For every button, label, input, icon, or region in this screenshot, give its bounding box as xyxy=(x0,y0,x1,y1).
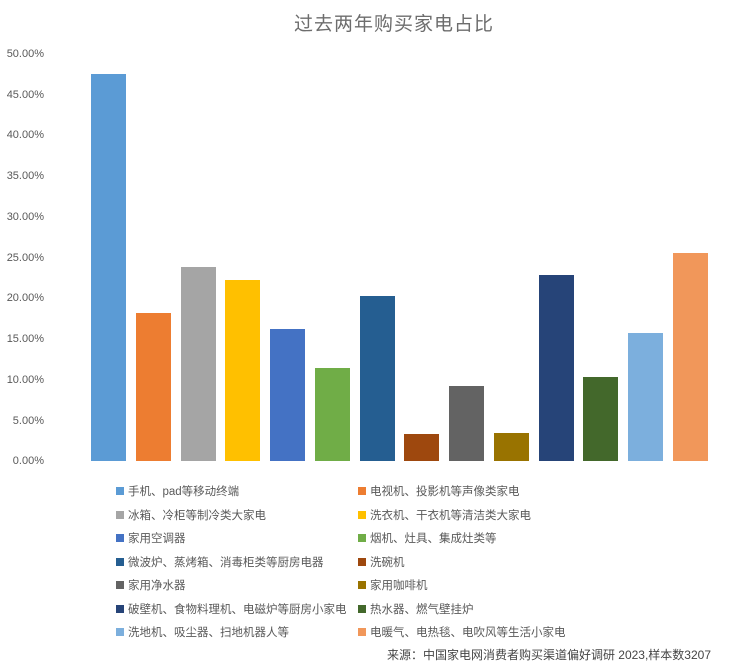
legend-label: 洗地机、吸尘器、扫地机器人等 xyxy=(128,627,289,639)
legend-label: 家用咖啡机 xyxy=(370,580,428,592)
source-note: 来源：中国家电网消费者购买渠道偏好调研 2023,样本数3207 xyxy=(386,648,711,662)
chart-title: 过去两年购买家电占比 xyxy=(293,14,494,35)
y-axis-tick-label: 40.00% xyxy=(6,129,44,142)
y-axis-tick-label: 25.00% xyxy=(6,251,44,264)
legend-marker xyxy=(358,534,366,542)
bar xyxy=(583,376,618,462)
bar xyxy=(404,434,439,462)
legend-label: 洗衣机、干衣机等清洁类大家电 xyxy=(370,509,531,522)
legend-item: 电视机、投影机等声像类家电 xyxy=(358,484,520,498)
legend-label: 家用空调器 xyxy=(128,533,186,545)
legend-marker xyxy=(358,628,366,636)
legend-label: 洗碗机 xyxy=(370,556,405,569)
y-axis-tick-label: 20.00% xyxy=(6,292,44,305)
bar xyxy=(315,368,350,462)
legend-item: 洗碗机 xyxy=(358,555,405,569)
y-axis-tick-label: 50.00% xyxy=(6,47,44,60)
legend-item: 热水器、燃气壁挂炉 xyxy=(358,602,474,616)
legend-marker xyxy=(116,487,124,495)
legend-marker xyxy=(358,557,366,566)
bar xyxy=(360,295,395,462)
legend-marker xyxy=(116,604,124,613)
legend-item: 洗地机、吸尘器、扫地机器人等 xyxy=(116,625,289,639)
legend-label: 电视机、投影机等声像类家电 xyxy=(370,486,520,498)
legend-item: 家用净水器 xyxy=(116,578,186,592)
bar xyxy=(270,329,305,462)
legend-item: 洗衣机、干衣机等清洁类大家电 xyxy=(358,508,531,522)
legend-marker xyxy=(116,628,124,636)
legend-marker xyxy=(358,581,366,589)
legend-marker xyxy=(358,510,366,519)
legend-marker xyxy=(358,487,366,495)
legend-label: 电暖气、电热毯、电吹风等生活小家电 xyxy=(370,627,566,639)
legend-marker xyxy=(116,510,124,519)
y-axis-tick-label: 5.00% xyxy=(12,414,44,427)
legend-item: 破壁机、食物料理机、电磁炉等厨房小家电 xyxy=(116,602,347,616)
legend-label: 微波炉、蒸烤箱、消毒柜类等厨房电器 xyxy=(128,556,324,569)
bar xyxy=(91,74,126,462)
legend-item: 冰箱、冷柜等制冷类大家电 xyxy=(116,508,266,522)
legend-label: 手机、pad等移动终端 xyxy=(128,486,240,498)
bar xyxy=(181,266,216,462)
legend-marker xyxy=(116,581,124,589)
y-axis-tick-label: 45.00% xyxy=(6,88,44,101)
legend-marker xyxy=(116,557,124,566)
legend-label: 冰箱、冷柜等制冷类大家电 xyxy=(128,509,266,522)
legend-label: 热水器、燃气壁挂炉 xyxy=(370,603,474,616)
bar xyxy=(673,252,708,462)
legend-label: 烟机、灶具、集成灶类等 xyxy=(370,533,497,545)
legend-item: 手机、pad等移动终端 xyxy=(116,484,239,498)
bar xyxy=(494,432,529,462)
y-axis-tick-label: 0.00% xyxy=(12,455,44,468)
bar xyxy=(136,312,171,462)
bar xyxy=(449,386,484,462)
legend-label: 破壁机、食物料理机、电磁炉等厨房小家电 xyxy=(128,603,347,616)
legend-item: 家用咖啡机 xyxy=(358,578,428,592)
legend-label: 家用净水器 xyxy=(128,580,186,592)
y-axis-tick-label: 30.00% xyxy=(6,210,44,223)
legend-item: 家用空调器 xyxy=(116,531,186,545)
y-axis-tick-label: 15.00% xyxy=(6,333,44,346)
legend-marker xyxy=(358,604,366,613)
y-axis-tick-label: 10.00% xyxy=(6,373,44,386)
legend-item: 微波炉、蒸烤箱、消毒柜类等厨房电器 xyxy=(116,555,324,569)
bar xyxy=(539,274,574,462)
y-axis-tick-label: 35.00% xyxy=(6,170,44,183)
bar xyxy=(628,333,663,462)
legend-item: 烟机、灶具、集成灶类等 xyxy=(358,531,497,545)
legend-item: 电暖气、电热毯、电吹风等生活小家电 xyxy=(358,625,566,639)
legend-marker xyxy=(116,534,124,542)
bar xyxy=(225,279,260,462)
